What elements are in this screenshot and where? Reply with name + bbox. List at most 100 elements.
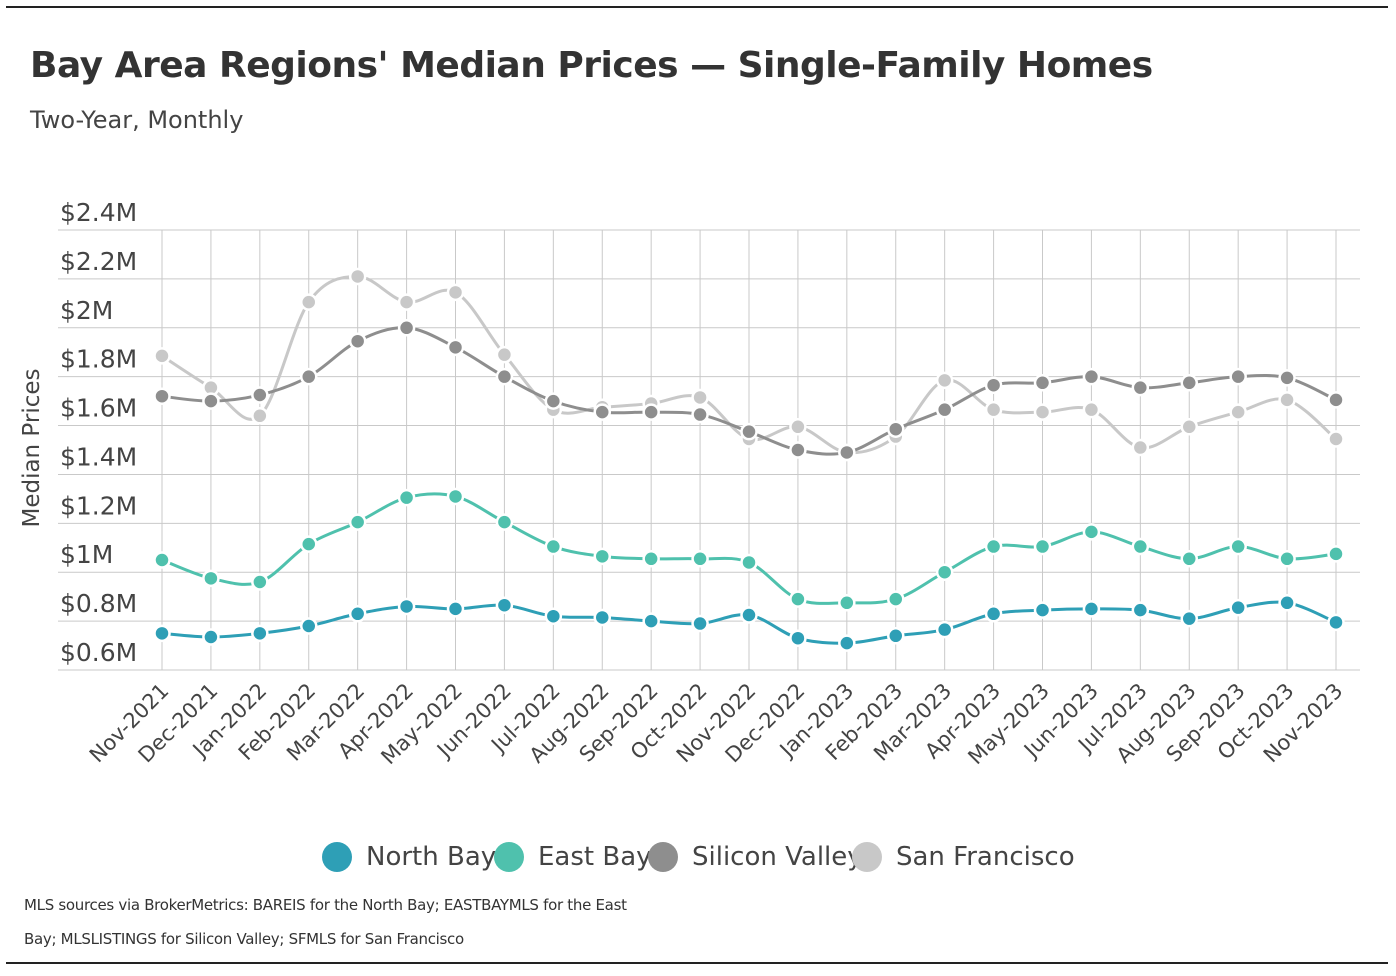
- data-point-east-bay-apr-2023: [984, 537, 1003, 556]
- data-point-north-bay-nov-2021: [153, 624, 171, 643]
- data-point-san-francisco-oct-2022: [691, 388, 709, 407]
- data-point-san-francisco-feb-2022: [300, 293, 318, 311]
- data-point-silicon-valley-jun-2022: [495, 367, 514, 386]
- y-axis-tick-labels: $0.6M $0.8M $1M $1.2M $1.4M $1.6M $1.8M $2M $2.2…: [60, 198, 137, 667]
- legend-item-east-bay: East Bay: [494, 832, 652, 882]
- legend-label-san-francisco: San Francisco: [896, 842, 1075, 872]
- data-point-north-bay-oct-2023: [1278, 594, 1296, 612]
- legend-swatch-east-bay: [494, 842, 524, 872]
- data-point-silicon-valley-dec-2022: [789, 441, 807, 459]
- data-point-north-bay-mar-2022: [348, 605, 367, 623]
- data-point-san-francisco-jun-2022: [495, 345, 514, 364]
- legend: North Bay East Bay Silicon Valley San Fr…: [0, 832, 1396, 882]
- data-point-north-bay-mar-2023: [935, 620, 954, 639]
- legend-item-san-francisco: San Francisco: [852, 832, 1075, 882]
- data-point-san-francisco-sep-2023: [1229, 403, 1247, 421]
- y-tick-label: $1.8M: [60, 345, 137, 374]
- data-point-san-francisco-dec-2022: [789, 418, 807, 436]
- data-point-san-francisco-mar-2022: [348, 267, 367, 286]
- y-tick-label: $1M: [60, 540, 113, 569]
- source-note-line-2: Bay; MLSLISTINGS for Silicon Valley; SFM…: [24, 930, 464, 948]
- data-point-san-francisco-apr-2023: [984, 400, 1003, 419]
- data-point-san-francisco-oct-2023: [1278, 391, 1296, 409]
- data-point-silicon-valley-jun-2023: [1082, 367, 1101, 386]
- data-point-silicon-valley-apr-2023: [984, 376, 1003, 394]
- data-point-east-bay-aug-2023: [1180, 550, 1198, 568]
- data-point-north-bay-dec-2022: [789, 629, 807, 647]
- data-point-east-bay-jun-2023: [1082, 523, 1101, 541]
- data-point-east-bay-feb-2022: [300, 535, 318, 553]
- data-point-north-bay-sep-2023: [1229, 598, 1247, 617]
- data-point-east-bay-sep-2022: [642, 550, 660, 568]
- data-point-east-bay-jun-2022: [495, 513, 514, 531]
- data-point-silicon-valley-aug-2023: [1180, 374, 1198, 392]
- data-point-north-bay-jul-2022: [544, 607, 563, 625]
- y-tick-label: $1.2M: [60, 491, 137, 520]
- data-point-silicon-valley-sep-2022: [642, 403, 660, 421]
- grid-lines: [58, 229, 1360, 671]
- data-point-silicon-valley-jul-2022: [544, 392, 563, 410]
- y-tick-label: $1.4M: [60, 442, 137, 471]
- data-point-north-bay-may-2023: [1033, 601, 1052, 619]
- chart-title: Bay Area Regions' Median Prices — Single…: [30, 45, 1153, 86]
- y-tick-label: $2M: [60, 296, 113, 325]
- data-point-north-bay-apr-2023: [984, 605, 1003, 623]
- data-point-north-bay-jul-2023: [1131, 601, 1150, 619]
- data-point-east-bay-aug-2022: [593, 547, 611, 566]
- data-point-silicon-valley-oct-2022: [691, 405, 709, 424]
- data-point-north-bay-jan-2022: [251, 624, 269, 643]
- legend-label-east-bay: East Bay: [538, 842, 652, 872]
- data-point-san-francisco-nov-2021: [153, 347, 171, 365]
- legend-label-silicon-valley: Silicon Valley: [692, 842, 863, 872]
- data-point-silicon-valley-dec-2021: [202, 392, 220, 410]
- data-point-north-bay-sep-2022: [642, 612, 660, 630]
- data-point-north-bay-feb-2023: [887, 627, 905, 645]
- data-point-silicon-valley-apr-2022: [397, 319, 416, 337]
- data-point-north-bay-nov-2022: [740, 606, 758, 624]
- data-point-silicon-valley-mar-2023: [935, 400, 954, 419]
- data-point-silicon-valley-feb-2022: [300, 367, 318, 386]
- y-tick-label: $1.6M: [60, 394, 137, 423]
- data-point-san-francisco-apr-2022: [397, 293, 416, 311]
- data-point-san-francisco-aug-2023: [1180, 418, 1198, 436]
- data-point-north-bay-nov-2023: [1327, 613, 1345, 632]
- data-point-north-bay-feb-2022: [300, 617, 318, 635]
- data-point-east-bay-nov-2023: [1327, 545, 1345, 563]
- line-chart: $0.6M $0.8M $1M $1.2M $1.4M $1.6M $1.8M $2M $2.2…: [19, 198, 1360, 770]
- data-point-north-bay-aug-2023: [1180, 609, 1198, 628]
- y-axis-label: Median Prices: [19, 368, 45, 527]
- data-point-north-bay-aug-2022: [593, 608, 611, 627]
- legend-swatch-silicon-valley: [648, 842, 678, 872]
- data-point-san-francisco-nov-2023: [1327, 430, 1345, 448]
- data-point-san-francisco-jan-2022: [251, 407, 269, 425]
- y-tick-label: $0.6M: [60, 638, 137, 667]
- data-point-east-bay-dec-2021: [202, 569, 220, 588]
- top-rule: [6, 6, 1388, 8]
- data-point-east-bay-nov-2021: [153, 551, 171, 569]
- series-silicon-valley: [153, 319, 1345, 462]
- data-point-north-bay-jun-2022: [495, 596, 514, 614]
- data-point-east-bay-mar-2023: [935, 563, 954, 581]
- data-point-east-bay-nov-2022: [740, 553, 758, 572]
- data-point-east-bay-feb-2023: [887, 590, 905, 608]
- data-point-silicon-valley-aug-2022: [593, 403, 611, 421]
- legend-label-north-bay: North Bay: [366, 842, 497, 872]
- data-point-east-bay-apr-2022: [397, 488, 416, 507]
- data-point-east-bay-dec-2022: [789, 590, 807, 608]
- data-point-silicon-valley-oct-2023: [1278, 369, 1296, 387]
- data-point-silicon-valley-feb-2023: [887, 420, 905, 438]
- data-point-silicon-valley-nov-2022: [740, 422, 758, 441]
- data-point-north-bay-jun-2023: [1082, 600, 1101, 618]
- data-point-east-bay-jan-2022: [251, 573, 269, 591]
- data-point-silicon-valley-may-2023: [1033, 374, 1052, 392]
- data-point-silicon-valley-sep-2023: [1229, 367, 1247, 386]
- data-point-east-bay-jul-2022: [544, 537, 563, 556]
- series-east-bay: [153, 487, 1345, 612]
- data-point-east-bay-oct-2023: [1278, 550, 1296, 568]
- data-point-east-bay-mar-2022: [348, 513, 367, 531]
- data-point-san-francisco-may-2023: [1033, 403, 1052, 421]
- bottom-rule: [6, 962, 1388, 964]
- data-point-silicon-valley-jan-2022: [251, 386, 269, 404]
- x-axis-tick-labels: Nov-2021Dec-2021Jan-2022Feb-2022Mar-2022…: [85, 679, 1348, 770]
- data-point-east-bay-oct-2022: [691, 550, 709, 568]
